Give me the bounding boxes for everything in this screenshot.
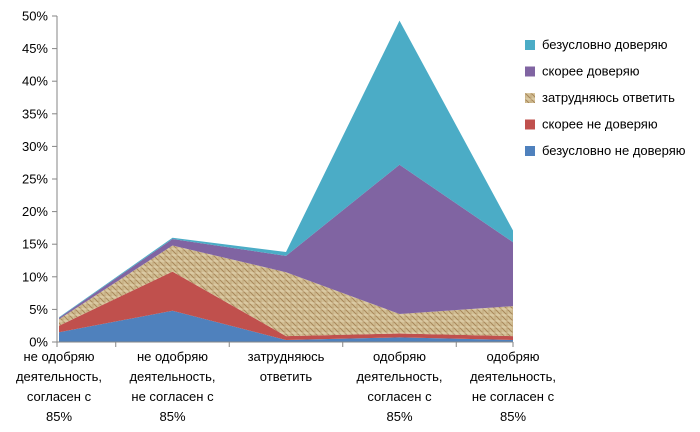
x-category-label-line: 85%	[46, 409, 72, 424]
x-category-label-line: не одобряю	[137, 349, 208, 364]
legend-swatch	[525, 93, 535, 103]
y-tick-label: 30%	[22, 139, 48, 154]
x-category-label-line: согласен с	[27, 389, 92, 404]
x-category-label: одобряю деятельность, согласен с 85%	[356, 349, 442, 424]
legend-swatch	[525, 119, 535, 130]
x-category-label-line: одобряю	[373, 349, 426, 364]
y-tick-label: 35%	[22, 106, 48, 121]
x-category-label-line: 85%	[500, 409, 526, 424]
x-category-label-line: не согласен с	[472, 389, 555, 404]
x-category-label-line: деятельность,	[129, 369, 215, 384]
x-category-label-line: затрудняюсь	[248, 349, 325, 364]
x-category-label: затрудняюсь ответить	[248, 349, 325, 384]
x-category-label-line: ответить	[260, 369, 313, 384]
y-tick-label: 5%	[29, 302, 48, 317]
x-category-label-line: деятельность,	[356, 369, 442, 384]
legend-label: затрудняюсь ответить	[542, 90, 675, 105]
area-series-0	[59, 310, 513, 342]
x-category-label-line: одобряю	[486, 349, 539, 364]
legend-swatch	[525, 146, 535, 156]
x-category-label-line: 85%	[159, 409, 185, 424]
y-tick-label: 20%	[22, 204, 48, 219]
x-category-label-line: 85%	[386, 409, 412, 424]
legend-label: скорее доверяю	[542, 64, 640, 79]
legend-swatch	[525, 40, 535, 50]
x-category-label-line: деятельность,	[16, 369, 102, 384]
y-tick-label: 25%	[22, 172, 48, 187]
axes-layer: 0% 5% 10% 15% 20% 25% 30% 35% 40% 45% 50% не одобря…	[16, 9, 556, 425]
x-category-label-line: деятельность,	[470, 369, 556, 384]
legend-label: безусловно не доверяю	[542, 143, 686, 158]
areas-layer	[59, 20, 513, 342]
y-tick-label: 50%	[22, 9, 48, 24]
y-tick-label: 45%	[22, 41, 48, 56]
legend-label: скорее не доверяю	[542, 117, 658, 132]
x-category-label: не одобряю деятельность, согласен с 85%	[16, 349, 102, 424]
area-series-1	[59, 271, 513, 340]
y-tick-label: 10%	[22, 269, 48, 284]
x-category-label-line: не согласен с	[131, 389, 214, 404]
legend-label: безусловно доверяю	[542, 37, 668, 52]
x-category-label: одобряю деятельность, не согласен с 85%	[470, 349, 556, 424]
x-category-label: не одобряю деятельность, не согласен с 85%	[129, 349, 215, 424]
y-tick-label: 15%	[22, 237, 48, 252]
y-tick-label: 40%	[22, 74, 48, 89]
legend: безусловно доверяю скорее доверяю затрудня…	[525, 37, 686, 158]
area-series-4	[59, 20, 513, 318]
x-category-label-line: согласен с	[367, 389, 432, 404]
x-category-label-line: не одобряю	[23, 349, 94, 364]
area-series-3	[59, 164, 513, 320]
y-tick-label: 0%	[29, 335, 48, 350]
legend-swatch	[525, 66, 535, 77]
area-series-2	[59, 245, 513, 337]
